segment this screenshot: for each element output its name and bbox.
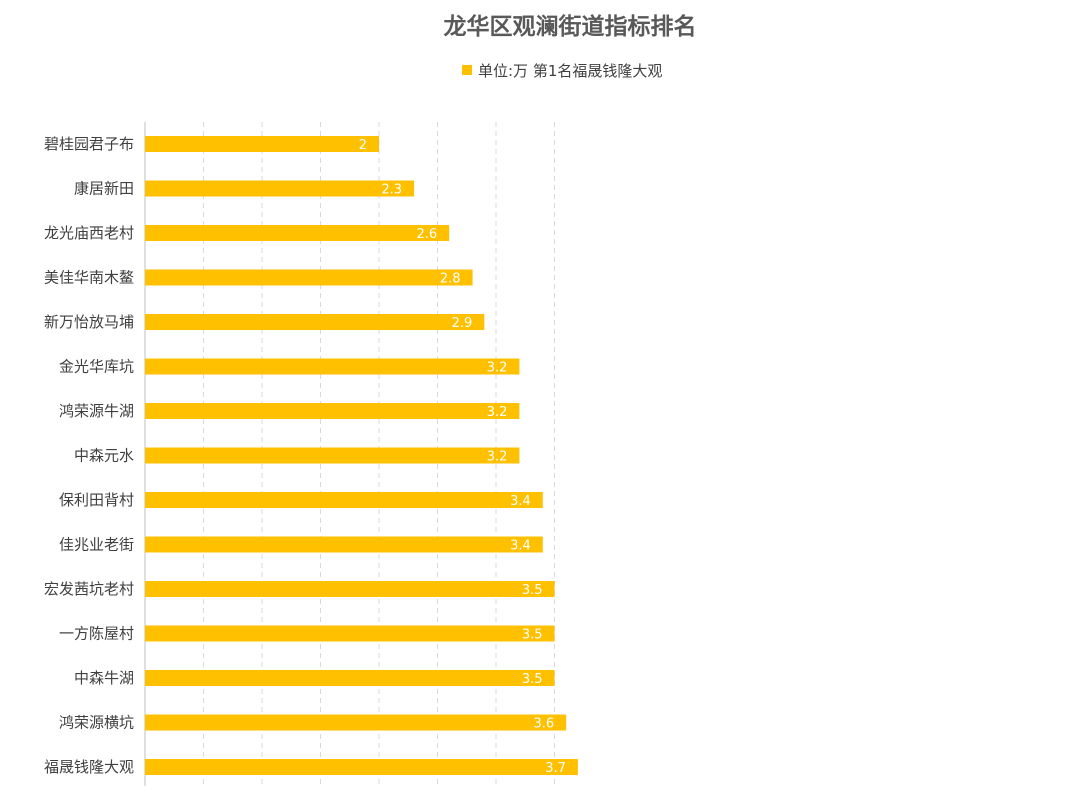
data-label: 3.5 <box>522 672 543 687</box>
data-label: 3.6 <box>534 717 555 732</box>
bar <box>145 358 520 375</box>
bar <box>145 492 543 508</box>
category-label: 中森元水 <box>74 447 134 465</box>
chart-title: 龙华区观澜街道指标排名 <box>444 13 697 40</box>
category-label: 中森牛湖 <box>74 669 134 687</box>
legend: 单位:万 第1名福晟钱隆大观 <box>462 62 662 80</box>
category-label: 金光华库坑 <box>59 358 134 376</box>
data-label: 3.2 <box>487 450 508 465</box>
data-label: 2 <box>359 138 367 153</box>
category-label: 一方陈屋村 <box>59 625 134 643</box>
bar <box>145 759 578 775</box>
data-label: 3.7 <box>545 761 566 776</box>
category-labels: 碧桂园君子布康居新田龙光庙西老村美佳华南木鳌新万怡放马埔金光华库坑鸿荣源牛湖中森… <box>44 135 134 776</box>
bar <box>145 670 555 686</box>
data-label: 3.2 <box>487 405 508 420</box>
bar <box>145 225 450 241</box>
category-label: 碧桂园君子布 <box>44 135 134 153</box>
category-label: 鸿荣源牛湖 <box>59 402 134 420</box>
bar <box>145 536 543 553</box>
data-label: 2.3 <box>381 183 402 198</box>
data-label: 3.4 <box>510 494 531 509</box>
category-label: 佳兆业老街 <box>59 536 134 554</box>
bar <box>145 403 520 419</box>
category-label: 美佳华南木鳌 <box>44 269 134 287</box>
category-label: 保利田背村 <box>59 491 134 509</box>
bar <box>145 714 567 731</box>
data-label: 3.4 <box>510 539 531 554</box>
bar <box>145 447 520 464</box>
category-label: 宏发茜坑老村 <box>44 580 134 598</box>
bar <box>145 314 485 330</box>
bar <box>145 269 473 286</box>
data-label: 2.6 <box>417 227 438 242</box>
bar <box>145 581 555 597</box>
legend-swatch <box>462 65 472 75</box>
bars: 2 2.3 2.6 2.8 2.9 3.2 3.2 3.2 3.4 3.4 3.5 3.5 3.5 3.6… <box>145 136 578 776</box>
category-label: 龙光庙西老村 <box>44 224 134 242</box>
data-label: 3.2 <box>487 361 508 376</box>
data-label: 2.8 <box>440 272 461 287</box>
category-label: 福晟钱隆大观 <box>44 758 134 776</box>
bar <box>145 180 415 197</box>
category-label: 鸿荣源横坑 <box>59 714 134 732</box>
category-label: 新万怡放马埔 <box>44 313 134 331</box>
legend-label: 单位:万 第1名福晟钱隆大观 <box>478 62 662 80</box>
bar <box>145 136 379 152</box>
data-label: 3.5 <box>522 628 543 643</box>
bar <box>145 625 555 642</box>
data-label: 2.9 <box>452 316 473 331</box>
data-label: 3.5 <box>522 583 543 598</box>
category-label: 康居新田 <box>74 180 134 198</box>
